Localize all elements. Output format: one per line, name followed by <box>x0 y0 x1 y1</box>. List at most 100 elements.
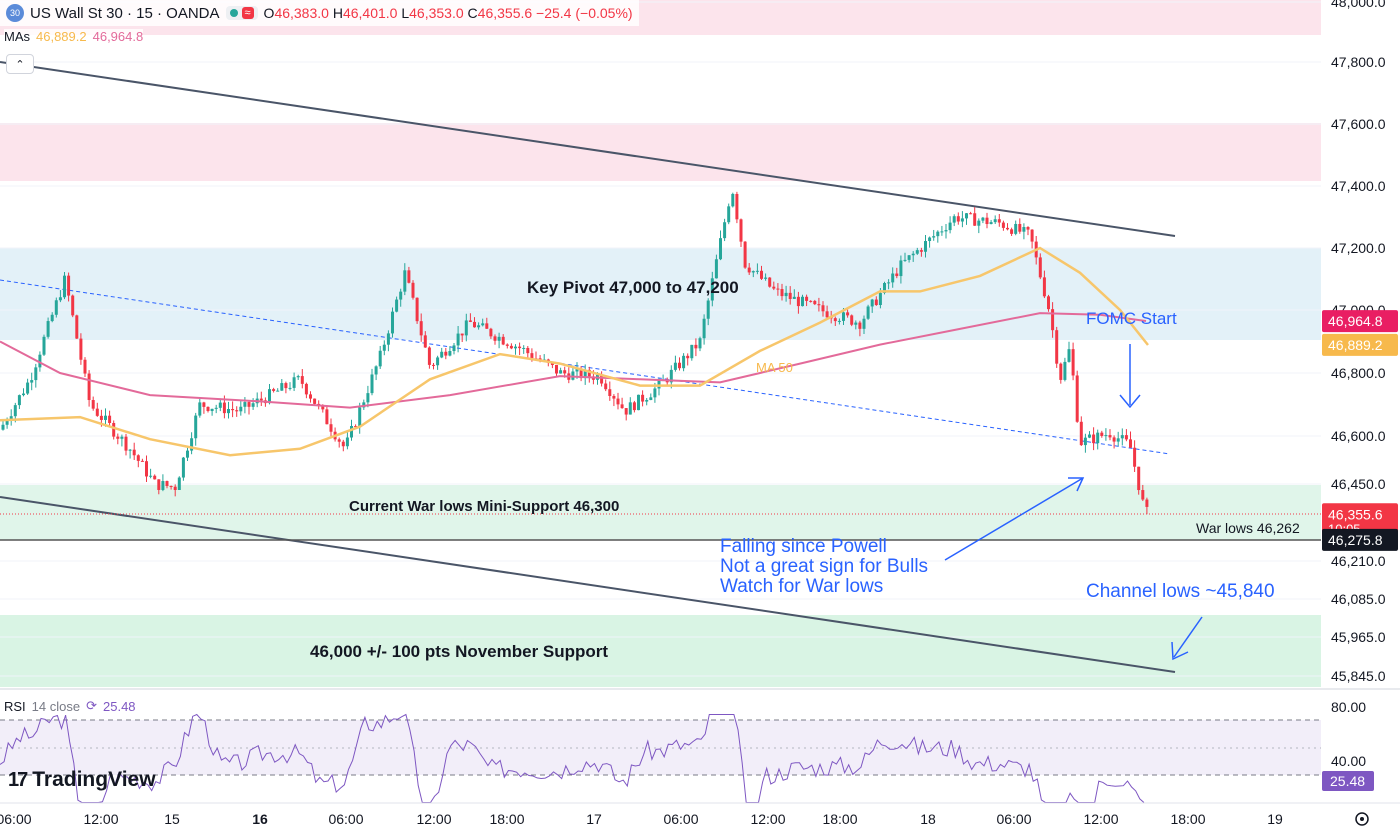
rsi-legend[interactable]: RSI 14 close ⟳ 25.48 <box>4 698 136 714</box>
candle-body <box>928 237 932 242</box>
rsi-value-tag <box>1322 771 1374 791</box>
candle-body <box>563 370 567 374</box>
channel-lower-line[interactable] <box>0 496 1176 673</box>
falling-text-1[interactable]: Falling since Powell <box>720 536 887 557</box>
ma50-line[interactable] <box>0 246 1149 457</box>
price-tag <box>1322 503 1398 538</box>
time-axis-label: 12:00 <box>1083 811 1118 827</box>
candle-body <box>919 250 923 252</box>
symbol-header[interactable]: 30 US Wall St 30 · 15 · OANDA ≈ O46,383.… <box>0 0 639 26</box>
candle-body <box>186 450 189 458</box>
channel-lows-label[interactable]: Channel lows ~45,840 <box>1086 581 1275 602</box>
symbol-title[interactable]: US Wall St 30 · 15 · OANDA <box>30 4 220 22</box>
price-axis-label: 47,400.0 <box>1331 178 1386 194</box>
candle-body <box>87 373 91 401</box>
candle-body <box>731 193 735 207</box>
candle-body <box>177 477 181 491</box>
candle-body <box>251 403 255 407</box>
price-tag-text: 46,964.8 <box>1328 313 1383 329</box>
candle-body <box>792 296 796 299</box>
candle-body <box>825 311 829 318</box>
candle-body <box>95 408 99 416</box>
price-axis-label: 46,085.0 <box>1331 591 1386 607</box>
candle-body <box>460 333 464 336</box>
price-tag <box>1322 528 1398 551</box>
rsi-axis-80: 80.00 <box>1331 699 1366 715</box>
candle-body <box>813 300 817 305</box>
channel-lows-arrow[interactable] <box>1173 616 1203 658</box>
candle-body <box>706 300 710 319</box>
ma200-line[interactable] <box>0 312 1147 409</box>
candle-body <box>760 270 763 279</box>
ohlc-values: O46,383.0 H46,401.0 L46,353.0 C46,355.6 … <box>263 5 633 21</box>
candle-body <box>698 338 702 349</box>
time-axis-label: 12:00 <box>416 811 451 827</box>
candle-body <box>99 415 103 420</box>
fomc-label[interactable]: FOMC Start <box>1086 309 1177 328</box>
candle-body <box>386 333 390 345</box>
candle-body <box>780 289 784 297</box>
time-axis-label: 06:00 <box>996 811 1031 827</box>
candle-body <box>686 355 690 359</box>
candle-body <box>231 409 235 411</box>
candle-body <box>1047 296 1050 310</box>
candle-body <box>440 351 444 358</box>
key-pivot-label[interactable]: Key Pivot 47,000 to 47,200 <box>527 278 739 297</box>
settings-gear-icon[interactable] <box>1355 812 1369 826</box>
price-axis[interactable]: 48,000.0 47,800.0 47,600.0 47,400.0 47,200.0… <box>1331 0 1386 684</box>
candle-body <box>497 336 501 341</box>
november-support-label[interactable]: 46,000 +/- 100 pts November Support <box>310 642 608 661</box>
falling-text-2[interactable]: Not a great sign for Bulls <box>720 556 928 577</box>
mini-support-label[interactable]: Current War lows Mini-Support 46,300 <box>349 498 619 515</box>
time-axis-label: 06:00 <box>328 811 363 827</box>
candle-body <box>973 213 977 226</box>
candle-body <box>575 368 579 372</box>
ma50-value: 46,889.2 <box>36 29 87 44</box>
ma50-label[interactable]: MA 50 <box>756 360 793 375</box>
rsi-line[interactable] <box>0 713 1145 803</box>
candle-body <box>805 296 809 301</box>
candle-body <box>1030 229 1034 242</box>
candle-body <box>1083 437 1087 446</box>
candle-body <box>702 318 706 339</box>
candle-body <box>337 439 341 442</box>
falling-text-3[interactable]: Watch for War lows <box>720 576 883 597</box>
candle-body <box>161 481 165 490</box>
price-axis-label: 45,845.0 <box>1331 668 1386 684</box>
price-axis-label: 47,800.0 <box>1331 54 1386 70</box>
candle-body <box>140 460 144 462</box>
candle-body <box>30 380 34 383</box>
channel-lows-arrow-head <box>1171 641 1189 661</box>
candle-body <box>1018 223 1022 232</box>
candle-body <box>874 299 878 306</box>
tradingview-logo[interactable]: 17 TradingView <box>8 768 156 792</box>
rsi-params: 14 close <box>31 698 81 714</box>
candle-body <box>67 275 71 296</box>
candle-body <box>518 346 522 349</box>
war-lows-label[interactable]: War lows 46,262 <box>1196 520 1300 536</box>
candle-body <box>399 291 403 300</box>
time-axis-label: 17 <box>586 811 602 827</box>
candle-body <box>903 259 907 261</box>
candle-body <box>309 394 312 399</box>
collapse-legend-button[interactable]: ⌃ <box>6 54 34 74</box>
candle-body <box>1100 432 1104 436</box>
candle-body <box>214 407 218 409</box>
channel-upper-line[interactable] <box>0 61 1176 237</box>
falling-arrow[interactable] <box>944 477 1084 561</box>
ma-legend[interactable]: MAs 46,889.2 46,964.8 <box>4 29 144 44</box>
candle-body <box>632 402 636 411</box>
refresh-icon[interactable]: ⟳ <box>86 698 97 713</box>
candlestick-series[interactable] <box>1 191 1149 515</box>
candle-body <box>878 292 882 306</box>
status-pill[interactable]: ≈ <box>225 6 258 20</box>
candle-body <box>473 321 476 328</box>
candle-body <box>448 351 452 356</box>
candle-body <box>899 260 903 277</box>
candle-body <box>862 318 866 329</box>
candle-body <box>678 362 681 369</box>
candle-body <box>907 255 911 260</box>
time-axis[interactable]: 06:00 12:00 15 16 06:00 12:00 18:00 17 06:00 12:0… <box>0 811 1283 827</box>
candle-body <box>272 389 276 391</box>
